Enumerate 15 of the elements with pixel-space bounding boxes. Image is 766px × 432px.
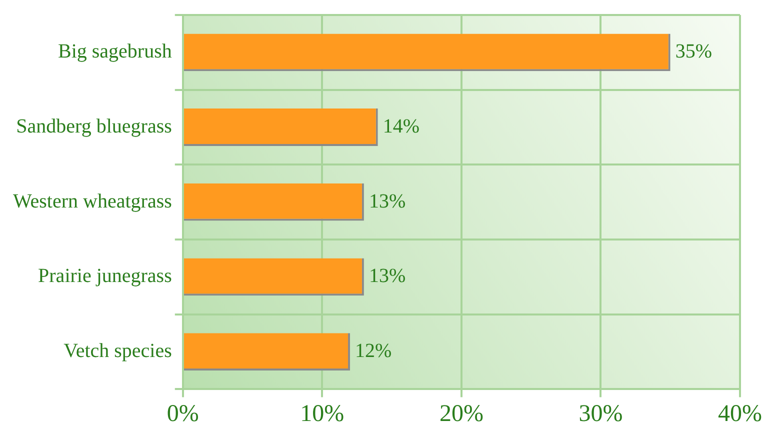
y-tick-label: Western wheatgrass [12,190,172,212]
y-tick-label: Prairie junegrass [38,265,172,288]
data-label: 14% [382,116,420,138]
data-label: 13% [368,190,406,212]
data-label: 13% [368,265,406,288]
y-tick-label: Sandberg bluegrass [16,116,172,138]
x-tick-label: 0% [166,400,199,427]
x-tick-label: 40% [718,400,762,427]
y-tick-label: Big sagebrush [58,40,172,63]
x-tick-label: 20% [439,400,484,427]
data-label: 12% [355,340,392,362]
x-tick-label: 30% [578,400,623,427]
data-label: 35% [675,40,712,63]
y-tick-label: Vetch species [64,340,172,362]
x-tick-label: 10% [300,400,344,427]
